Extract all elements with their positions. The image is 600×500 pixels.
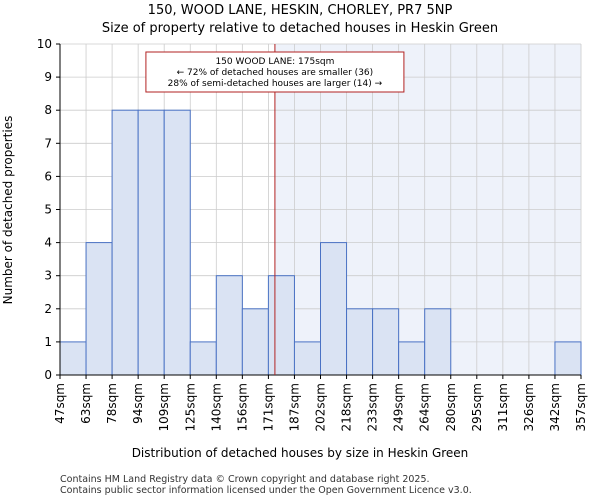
bar xyxy=(267,275,295,376)
x-tick-label: 249sqm xyxy=(392,383,406,431)
x-axis-label: Distribution of detached houses by size … xyxy=(132,446,469,460)
bar xyxy=(554,341,582,376)
y-tick-label: 0 xyxy=(44,368,52,382)
footer-line2: Contains public sector information licen… xyxy=(60,485,472,496)
plot-area: 0 1 2 3 4 5 6 7 8 9 10 47sqm 63sqm 78sqm 94sqm 109sqm 12… xyxy=(37,37,588,431)
x-tick-label: 109sqm xyxy=(157,383,171,431)
bar xyxy=(215,275,243,376)
x-tick-label: 156sqm xyxy=(235,383,249,431)
bar xyxy=(189,341,217,376)
x-tick-label: 311sqm xyxy=(496,383,510,431)
bar xyxy=(320,242,348,376)
y-tick-label: 10 xyxy=(37,37,52,51)
bar xyxy=(85,242,113,376)
annotation-line: 28% of semi-detached houses are larger (… xyxy=(168,79,383,89)
bar xyxy=(163,109,191,376)
y-tick-label: 2 xyxy=(44,302,52,316)
x-tick-label: 233sqm xyxy=(366,383,380,431)
x-tick-label: 264sqm xyxy=(418,383,432,431)
x-tick-label: 78sqm xyxy=(105,383,119,424)
x-tick-label: 63sqm xyxy=(79,383,93,424)
y-tick-label: 5 xyxy=(44,203,52,217)
x-tick-label: 295sqm xyxy=(470,383,484,431)
x-tick-label: 187sqm xyxy=(287,383,301,431)
y-axis-label: Number of detached properties xyxy=(1,116,15,305)
x-tick-label: 357sqm xyxy=(574,383,588,431)
bar xyxy=(424,308,452,376)
bar xyxy=(241,308,269,376)
y-tick-label: 3 xyxy=(44,269,52,283)
y-tick-label: 6 xyxy=(44,169,52,183)
x-tick-label: 140sqm xyxy=(209,383,223,431)
bar xyxy=(59,341,87,376)
y-tick-label: 4 xyxy=(44,236,52,250)
x-tick-label: 218sqm xyxy=(340,383,354,431)
y-tick-label: 1 xyxy=(44,335,52,349)
bar xyxy=(346,308,374,376)
x-tick-label: 47sqm xyxy=(53,383,67,424)
y-tick-label: 7 xyxy=(44,136,52,150)
x-tick-label: 342sqm xyxy=(548,383,562,431)
bar xyxy=(137,109,165,376)
x-tick-label: 94sqm xyxy=(131,383,145,424)
chart-title-line1: 150, WOOD LANE, HESKIN, CHORLEY, PR7 5NP xyxy=(148,3,453,18)
x-tick-label: 171sqm xyxy=(261,383,275,431)
annotation-box xyxy=(145,51,405,93)
chart-title-line2: Size of property relative to detached ho… xyxy=(102,21,498,36)
x-tick-label: 202sqm xyxy=(314,383,328,431)
bar xyxy=(398,341,426,376)
x-tick-label: 326sqm xyxy=(522,383,536,431)
footer-line1: Contains HM Land Registry data © Crown c… xyxy=(60,474,430,485)
annotation-line: ← 72% of detached houses are smaller (36… xyxy=(177,68,374,78)
x-tick-label: 125sqm xyxy=(183,383,197,431)
y-tick-label: 8 xyxy=(44,103,52,117)
bar xyxy=(372,308,400,376)
y-tick-label: 9 xyxy=(44,70,52,84)
bar xyxy=(293,341,322,376)
bar xyxy=(111,109,139,376)
x-tick-label: 280sqm xyxy=(444,383,458,431)
annotation-line: 150 WOOD LANE: 175sqm xyxy=(215,57,334,67)
